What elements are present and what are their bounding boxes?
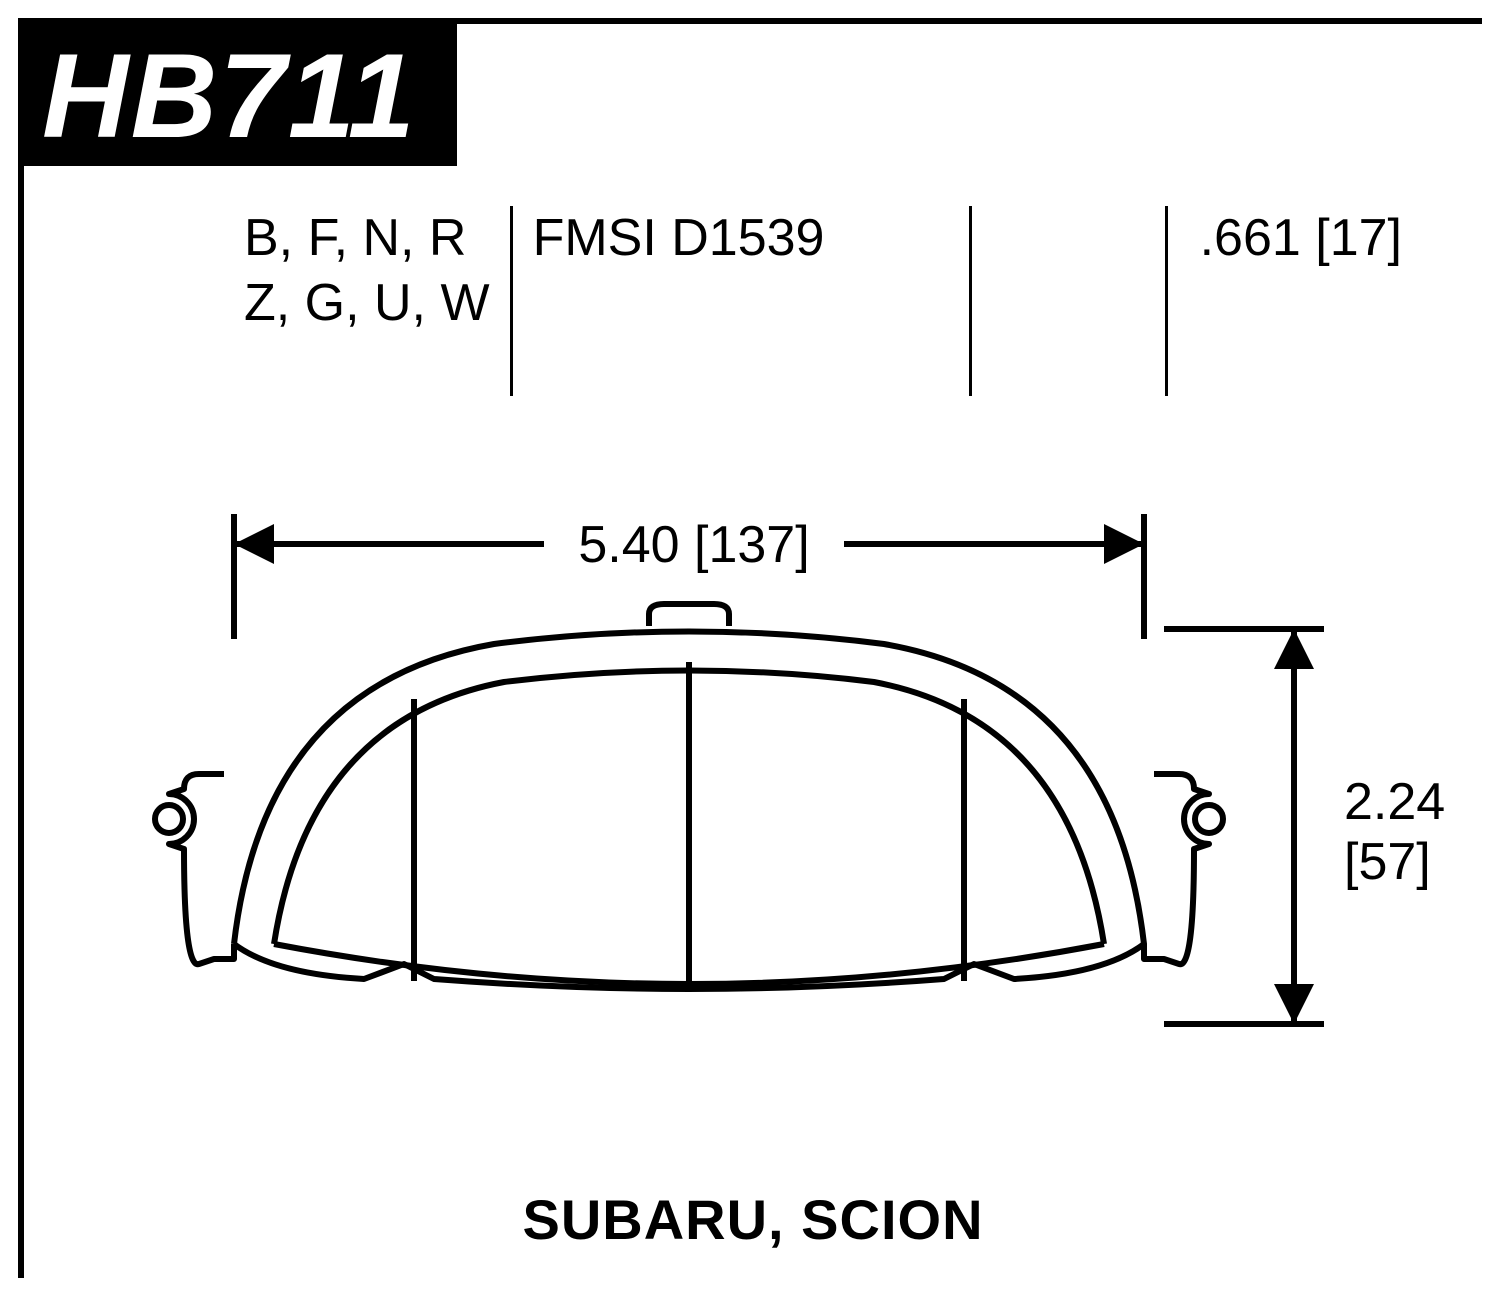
thickness-mm: [17]: [1315, 209, 1402, 267]
width-dimension: 5.40 [137]: [234, 504, 1144, 639]
compound-codes-line2: Z, G, U, W: [244, 271, 490, 336]
spec-row: B, F, N, R Z, G, U, W FMSI D1539 .661 [1…: [224, 206, 1422, 396]
fmsi-code: FMSI D1539: [533, 209, 825, 267]
diagram-area: 5.40 [137] 2.24 [57]: [64, 454, 1464, 1134]
part-number: HB711: [42, 36, 417, 156]
thickness-inches: .661: [1200, 209, 1301, 267]
width-mm: [137]: [694, 516, 810, 574]
width-inches: 5.40: [578, 516, 679, 574]
compound-codes-line1: B, F, N, R: [244, 206, 490, 271]
fmsi-cell: FMSI D1539: [513, 206, 972, 396]
thickness-cell: .661 [17]: [1168, 206, 1422, 396]
brake-pad-shape: [155, 604, 1223, 989]
title-bar: HB711: [18, 18, 457, 166]
svg-text:5.40 [13: 5.40 [137]: [578, 516, 809, 574]
height-inches: 2.24: [1344, 773, 1445, 831]
fitment-label: SUBARU, SCION: [24, 1187, 1482, 1252]
brake-pad-diagram: 5.40 [137] 2.24 [57]: [64, 454, 1464, 1134]
height-dimension: 2.24 [57]: [1164, 629, 1445, 1024]
compound-codes-cell: B, F, N, R Z, G, U, W: [224, 206, 513, 396]
svg-text:2.24: 2.24: [1344, 773, 1445, 831]
spacer-cell: [972, 206, 1168, 396]
drawing-frame: HB711 B, F, N, R Z, G, U, W FMSI D1539 .…: [18, 18, 1482, 1278]
svg-text:[57]: [57]: [1344, 833, 1431, 891]
height-mm: [57]: [1344, 833, 1431, 891]
